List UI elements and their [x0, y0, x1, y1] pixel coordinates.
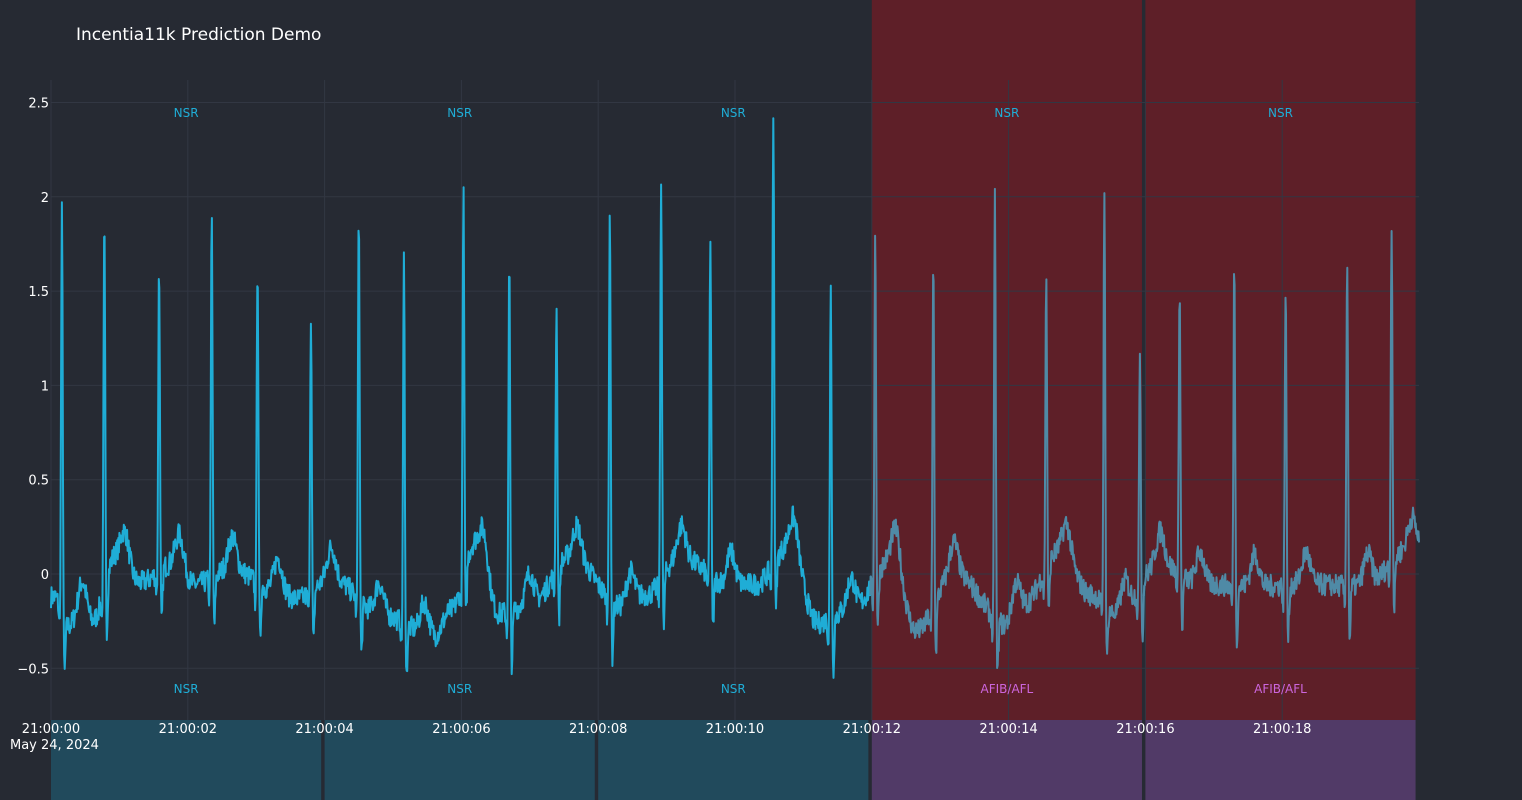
segment-bottom-label-0: NSR — [174, 682, 199, 696]
segment-top-label-4: NSR — [1268, 106, 1293, 120]
x-tick-label-5: 21:00:10 — [706, 722, 764, 737]
y-axis-ticks: −0.5 0 0.5 1 1.5 2 2.5 — [17, 97, 49, 678]
y-tick-label-5: 2 — [41, 191, 49, 206]
segment-top-label-2: NSR — [721, 106, 746, 120]
y-tick-label-2: 0.5 — [28, 474, 49, 489]
signal-segment-3 — [869, 187, 1147, 669]
ecg-signal — [50, 117, 1420, 679]
x-tick-label-3: 21:00:06 — [432, 722, 490, 737]
x-tick-label-7: 21:00:14 — [979, 722, 1037, 737]
y-tick-label-6: 2.5 — [28, 97, 49, 112]
x-tick-label-2: 21:00:04 — [295, 722, 353, 737]
x-tick-label-9: 21:00:18 — [1253, 722, 1311, 737]
chart-title: Incentia11k Prediction Demo — [76, 25, 321, 45]
x-tick-label-1: 21:00:02 — [159, 722, 217, 737]
segment-bottom-label-1: NSR — [447, 682, 472, 696]
signal-segment-2 — [595, 117, 873, 679]
prediction-shades — [871, 0, 1416, 720]
signal-segment-0 — [50, 201, 326, 670]
segment-band-2 — [598, 720, 869, 800]
segment-band-3 — [871, 720, 1142, 800]
y-tick-label-4: 1.5 — [28, 285, 49, 300]
segment-band-4 — [1145, 720, 1416, 800]
chart-grid — [50, 80, 1419, 720]
segment-top-label-1: NSR — [447, 106, 472, 120]
x-tick-label-0: 21:00:00 — [22, 722, 80, 737]
segment-top-label-0: NSR — [174, 106, 199, 120]
signal-segment-1 — [322, 186, 599, 676]
segment-bottom-label-2: NSR — [721, 682, 746, 696]
y-tick-label-0: −0.5 — [17, 662, 49, 677]
x-axis-date-label: May 24, 2024 — [10, 738, 99, 753]
shade-region-4 — [1145, 0, 1416, 720]
signal-segment-4 — [1142, 230, 1420, 649]
segment-bottom-label-3: AFIB/AFL — [981, 682, 1034, 696]
x-axis-ticks: 21:00:00 21:00:02 21:00:04 21:00:06 21:00:08… — [22, 722, 1312, 737]
x-tick-label-6: 21:00:12 — [843, 722, 901, 737]
y-tick-label-1: 0 — [41, 568, 49, 583]
segment-band-1 — [324, 720, 595, 800]
segment-bottom-label-4: AFIB/AFL — [1254, 682, 1307, 696]
segment-top-label-3: NSR — [994, 106, 1019, 120]
y-tick-label-3: 1 — [41, 379, 49, 394]
segment-labels: NSR NSR NSR NSR NSR NSR NSR AFIB/AFL NSR AFIB/AFL — [174, 106, 1308, 696]
x-tick-label-4: 21:00:08 — [569, 722, 627, 737]
segment-bands — [51, 720, 1416, 800]
segment-band-0 — [51, 720, 322, 800]
x-tick-label-8: 21:00:16 — [1116, 722, 1174, 737]
